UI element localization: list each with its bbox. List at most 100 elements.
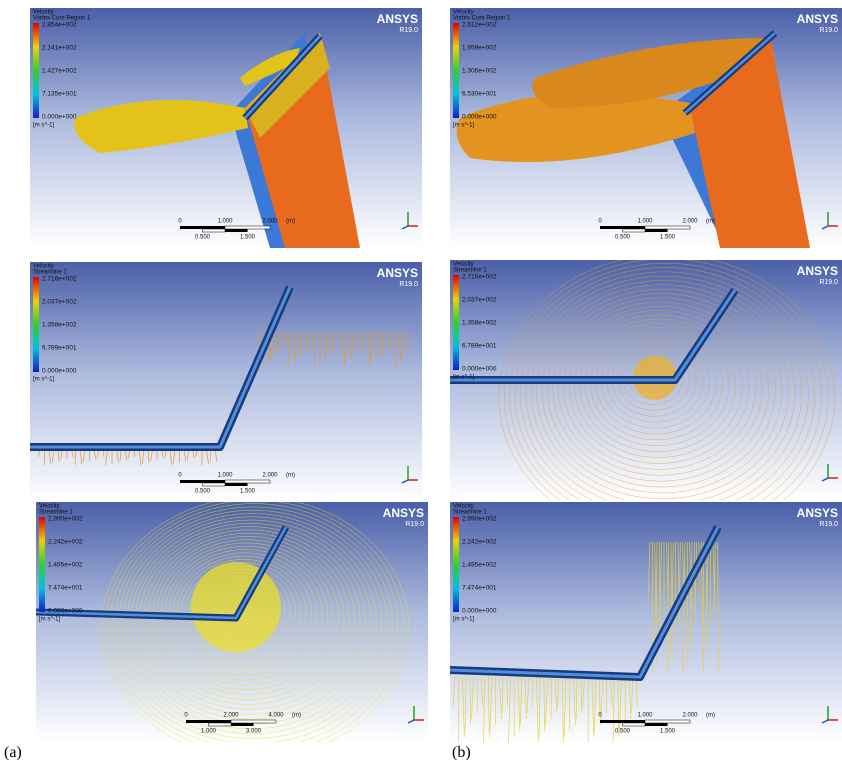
- scale-label: (m): [706, 713, 715, 719]
- scale-label: 2.000: [262, 219, 278, 225]
- scale-label: 2.000: [682, 713, 698, 719]
- panel: VelocityVortex Core Region 12.854e+0022.…: [30, 8, 422, 248]
- legend-tick-label: 2.990e+002: [462, 516, 497, 523]
- scale-label: 1.000: [201, 729, 217, 735]
- background: [450, 502, 842, 742]
- scale-bar: [623, 229, 646, 232]
- scale-label: 1.500: [240, 489, 256, 495]
- render: VelocityStreamline 12.716e+0022.037e+002…: [30, 262, 422, 502]
- scale-label: 1.500: [660, 235, 676, 241]
- colorbar: [39, 517, 45, 612]
- legend-subtitle: Streamline 1: [39, 510, 73, 516]
- legend-tick-label: 0.000e+000: [42, 368, 77, 375]
- scale-bar: [225, 483, 248, 486]
- legend-subtitle: Streamline 1: [33, 270, 67, 276]
- legend-unit: [m s^-1]: [39, 617, 60, 623]
- legend-subtitle: Streamline 1: [453, 268, 487, 274]
- scale-label: 2.000: [223, 713, 239, 719]
- caption: (b): [452, 744, 471, 762]
- panel: VelocityStreamline 12.716e+0022.037e+002…: [450, 260, 842, 500]
- legend-tick-label: 2.716e+002: [462, 274, 497, 281]
- scale-bar: [600, 720, 645, 723]
- scale-label: 0.500: [195, 489, 211, 495]
- scale-bar: [645, 723, 668, 726]
- colorbar: [453, 517, 459, 612]
- scale-label: 0.500: [615, 235, 631, 241]
- scale-label: (m): [706, 219, 715, 225]
- legend-unit: [m s^-1]: [453, 617, 474, 623]
- legend-tick-label: 1.358e+002: [462, 320, 497, 327]
- logo: ANSYS: [377, 12, 418, 26]
- scale-label: 4.000: [268, 713, 284, 719]
- legend-tick-label: 1.427e+002: [42, 68, 77, 75]
- legend-tick-label: 1.495e+002: [462, 562, 497, 569]
- legend-tick-label: 2.242e+002: [462, 539, 497, 546]
- scale-label: 1.500: [240, 235, 256, 241]
- scale-bar: [225, 229, 248, 232]
- legend-unit: [m s^-1]: [453, 375, 474, 381]
- panel: VelocityVortex Core Region 12.612e+0021.…: [450, 8, 842, 248]
- scale-bar: [623, 723, 646, 726]
- render: VelocityVortex Core Region 12.612e+0021.…: [450, 8, 842, 248]
- legend-tick-label: 7.135e+001: [42, 91, 77, 98]
- legend-tick-label: 1.959e+002: [462, 45, 497, 52]
- panel: VelocityStreamline 12.990e+0022.242e+002…: [36, 502, 428, 742]
- scale-bar: [231, 720, 276, 723]
- legend-unit: [m s^-1]: [33, 377, 54, 383]
- colorbar: [33, 277, 39, 372]
- legend-subtitle: Streamline 1: [453, 510, 487, 516]
- scale-label: 3.000: [246, 729, 262, 735]
- scale-bar: [600, 226, 645, 229]
- legend-tick-label: 2.612e+002: [462, 22, 497, 29]
- scale-label: 0.500: [615, 729, 631, 735]
- legend-tick-label: 1.495e+002: [48, 562, 83, 569]
- legend-tick-label: 0.000e+000: [462, 608, 497, 615]
- scale-bar: [180, 480, 225, 483]
- scale-bar: [203, 229, 226, 232]
- panel: VelocityStreamline 12.990e+0022.242e+002…: [450, 502, 842, 742]
- scale-label: 2.000: [682, 219, 698, 225]
- version: R19.0: [819, 521, 838, 528]
- scale-bar: [225, 226, 270, 229]
- scale-label: (m): [292, 713, 301, 719]
- legend-tick-label: 1.306e+002: [462, 68, 497, 75]
- logo: ANSYS: [383, 506, 424, 520]
- scale-label: 1.000: [637, 219, 653, 225]
- scale-label: (m): [286, 219, 295, 225]
- version: R19.0: [819, 27, 838, 34]
- scale-bar: [645, 229, 668, 232]
- colorbar: [453, 23, 459, 118]
- legend-tick-label: 2.242e+002: [48, 539, 83, 546]
- logo: ANSYS: [797, 12, 838, 26]
- scale-bar: [645, 720, 690, 723]
- figure: (a) (b) (() => { const data = JSON.parse…: [0, 0, 842, 764]
- logo: ANSYS: [377, 266, 418, 280]
- colorbar: [453, 275, 459, 370]
- scale-bar: [225, 480, 270, 483]
- scale-bar: [203, 483, 226, 486]
- scale-bar: [209, 723, 232, 726]
- scale-bar: [645, 226, 690, 229]
- legend-tick-label: 7.474e+001: [462, 585, 497, 592]
- scale-label: 1.500: [660, 729, 676, 735]
- scale-label: 1.000: [217, 219, 233, 225]
- legend-tick-label: 2.037e+002: [462, 297, 497, 304]
- legend-tick-label: 6.530e+001: [462, 91, 497, 98]
- scale-label: 1.000: [217, 473, 233, 479]
- scale-bar: [186, 720, 231, 723]
- legend-subtitle: Vortex Core Region 1: [453, 16, 511, 22]
- legend-tick-label: 6.789e+001: [42, 345, 77, 352]
- version: R19.0: [819, 279, 838, 286]
- legend-tick-label: 0.000e+000: [462, 114, 497, 121]
- legend-tick-label: 2.141e+002: [42, 45, 77, 52]
- legend-tick-label: 2.037e+002: [42, 299, 77, 306]
- legend-subtitle: Vortex Core Region 1: [33, 16, 91, 22]
- legend-tick-label: 2.990e+002: [48, 516, 83, 523]
- scale-bar: [180, 226, 225, 229]
- caption: (a): [4, 744, 22, 762]
- legend-unit: [m s^-1]: [33, 123, 54, 129]
